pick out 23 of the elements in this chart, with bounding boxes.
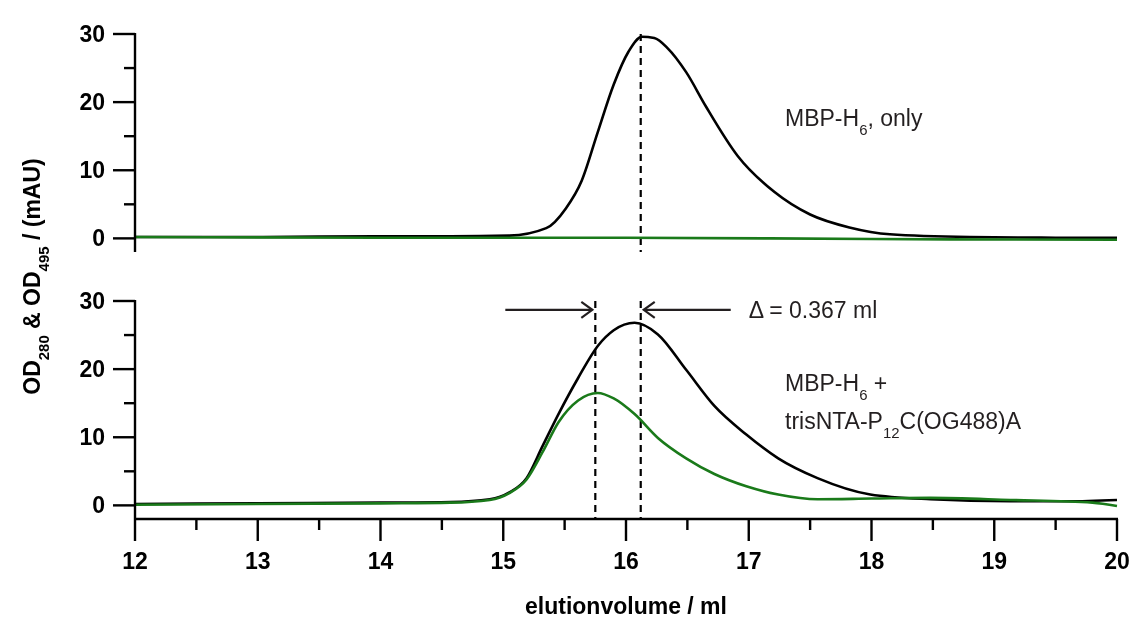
x-tick-label: 20 [1104,548,1130,574]
annotation: MBP-H$_{6}$ + [785,370,888,403]
annotation: trisNTA-P$_{12}$C(OG488)A [785,408,1022,441]
x-axis-title: elutionvolume / ml [525,593,727,619]
x-tick-label: 19 [981,548,1008,574]
y-tick-label: 30 [79,288,105,315]
x-tick-label: 15 [490,548,517,574]
x-tick-label: 12 [122,548,148,574]
y-tick-label: 10 [79,424,105,451]
y-tick-label: 0 [92,225,105,252]
x-tick-label: 18 [858,548,885,574]
y-tick-label: 20 [79,89,105,116]
y-tick-label: 30 [79,21,105,48]
x-tick-label: 14 [367,548,394,574]
y-tick-label: 0 [92,492,105,519]
x-tick-label: 16 [613,548,639,574]
annotation: Δ = 0.367 ml [748,296,878,323]
annotation: MBP-H$_{6}$, only [785,105,923,138]
x-tick-label: 17 [735,548,762,574]
y-tick-label: 20 [79,356,105,383]
x-tick-label: 13 [244,548,271,574]
line-series [133,391,1119,508]
y-tick-label: 10 [79,157,105,184]
